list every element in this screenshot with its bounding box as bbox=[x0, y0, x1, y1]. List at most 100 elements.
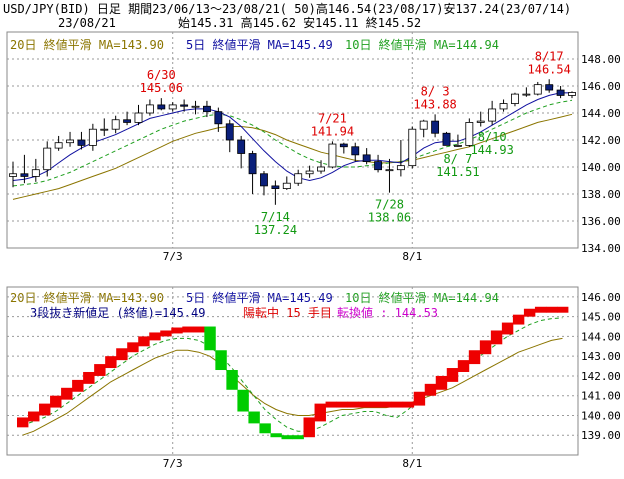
up-brick bbox=[413, 391, 426, 406]
candle-body bbox=[88, 128, 97, 146]
candle-body bbox=[339, 143, 348, 148]
up-brick bbox=[105, 356, 117, 369]
up-brick bbox=[369, 401, 382, 408]
candle-body bbox=[294, 173, 303, 184]
up-brick bbox=[402, 401, 415, 408]
bottom-legend-ma20: 20日 終値平滑 MA=143.90 bbox=[10, 290, 164, 305]
down-brick bbox=[204, 326, 216, 351]
candlesticks bbox=[9, 79, 576, 205]
candle-body bbox=[408, 128, 417, 167]
candle-body bbox=[237, 139, 246, 154]
candle-body bbox=[351, 146, 360, 156]
bottom-y-tick-label: 139.00 bbox=[581, 429, 621, 442]
up-brick bbox=[424, 383, 437, 396]
top-legend-ma20: 20日 終値平滑 MA=143.90 bbox=[10, 37, 164, 52]
top-y-tick-label: 148.00 bbox=[581, 53, 621, 66]
bottom-y-tick-label: 146.00 bbox=[581, 291, 621, 304]
candle-body bbox=[157, 104, 166, 110]
candle-body bbox=[556, 89, 565, 96]
bottom-y-tick-label: 144.00 bbox=[581, 330, 621, 343]
candle-body bbox=[419, 120, 428, 130]
candle-body bbox=[134, 112, 143, 123]
candle-body bbox=[20, 173, 29, 177]
bottom-legend-ma5: 5日 終値平滑 MA=145.49 bbox=[186, 290, 333, 305]
down-brick bbox=[226, 370, 238, 390]
top-gridlines bbox=[7, 32, 578, 248]
candle-body bbox=[43, 147, 52, 171]
candle-body bbox=[453, 144, 462, 147]
annotation-value: 146.54 bbox=[528, 62, 571, 76]
annotation-value: 137.24 bbox=[254, 223, 297, 237]
break-status-turn: 転換値 : 144.53 bbox=[337, 305, 438, 320]
down-brick bbox=[215, 350, 227, 371]
candle-body bbox=[180, 104, 189, 107]
up-brick bbox=[72, 379, 84, 392]
annotation-date: 8/ 7 bbox=[443, 152, 472, 166]
top-y-tick-label: 140.00 bbox=[581, 161, 621, 174]
bottom-x-tick-label: 7/3 bbox=[163, 457, 183, 470]
up-brick bbox=[468, 350, 481, 365]
up-brick bbox=[556, 306, 569, 313]
up-brick bbox=[39, 403, 51, 416]
candle-body bbox=[499, 103, 508, 110]
up-brick bbox=[391, 401, 404, 408]
candle-body bbox=[282, 182, 291, 189]
annotation-date: 7/14 bbox=[261, 210, 290, 224]
bottom-y-tick-label: 142.00 bbox=[581, 370, 621, 383]
annotation-date: 8/17 bbox=[535, 49, 564, 63]
bottom-y-tick-label: 145.00 bbox=[581, 311, 621, 324]
up-brick bbox=[446, 368, 459, 382]
ma10-line bbox=[12, 99, 573, 187]
up-brick bbox=[116, 348, 128, 361]
break-status-prefix: 3段抜き新値足 (終値)=145.49 bbox=[30, 305, 205, 320]
candle-body bbox=[191, 105, 200, 108]
break-status-trend: 陽転中 15 手目 bbox=[243, 305, 332, 320]
annotation-value: 141.94 bbox=[311, 124, 354, 138]
annotation-value: 143.88 bbox=[413, 97, 456, 111]
bottom-x-tick-label: 8/1 bbox=[402, 457, 422, 470]
bottom-y-tick-label: 141.00 bbox=[581, 390, 621, 403]
header-title: USD/JPY(BID) 日足 期間23/06/13～23/08/21( 50)… bbox=[3, 1, 571, 16]
annotation-value: 144.93 bbox=[470, 143, 513, 157]
candle-body bbox=[396, 165, 405, 171]
top-x-tick-label: 7/3 bbox=[163, 250, 183, 263]
top-y-tick-label: 138.00 bbox=[581, 188, 621, 201]
candle-body bbox=[305, 170, 314, 175]
candle-body bbox=[533, 84, 542, 95]
annotation-date: 7/28 bbox=[375, 198, 404, 212]
candle-body bbox=[111, 119, 120, 130]
up-brick bbox=[17, 417, 29, 428]
up-brick bbox=[358, 401, 371, 408]
candle-body bbox=[66, 139, 74, 144]
up-brick bbox=[479, 340, 492, 355]
annotation-value: 138.06 bbox=[368, 211, 411, 225]
candle-body bbox=[431, 120, 440, 134]
top-legend-ma5: 5日 終値平滑 MA=145.49 bbox=[186, 37, 333, 52]
up-brick bbox=[457, 360, 470, 372]
up-brick bbox=[303, 417, 315, 438]
top-x-tick-label: 8/1 bbox=[402, 250, 422, 263]
annotation-value: 145.06 bbox=[140, 81, 183, 95]
ma5-line bbox=[12, 92, 573, 182]
candle-body bbox=[317, 166, 325, 172]
break-bricks bbox=[17, 306, 569, 440]
bottom-legend-ma10: 10日 終値平滑 MA=144.94 bbox=[345, 290, 499, 305]
bottom-ma20-line bbox=[22, 337, 563, 436]
top-y-tick-label: 142.00 bbox=[581, 134, 621, 147]
up-brick bbox=[380, 401, 393, 408]
up-brick bbox=[512, 314, 525, 325]
top-moving-averages bbox=[12, 92, 573, 200]
top-y-axis: 134.00 136.00 138.00 140.00 142.00 144.00 146.… bbox=[581, 53, 621, 255]
candle-body bbox=[568, 92, 576, 96]
candle-body bbox=[100, 128, 109, 131]
candle-body bbox=[328, 143, 337, 168]
candle-body bbox=[545, 84, 554, 91]
candle-body bbox=[271, 185, 280, 189]
up-brick bbox=[28, 411, 40, 422]
annotation-date: 8/10 bbox=[478, 130, 507, 144]
candle-body bbox=[123, 119, 132, 123]
down-brick bbox=[248, 411, 260, 424]
up-brick bbox=[149, 332, 161, 341]
down-brick bbox=[259, 423, 271, 434]
